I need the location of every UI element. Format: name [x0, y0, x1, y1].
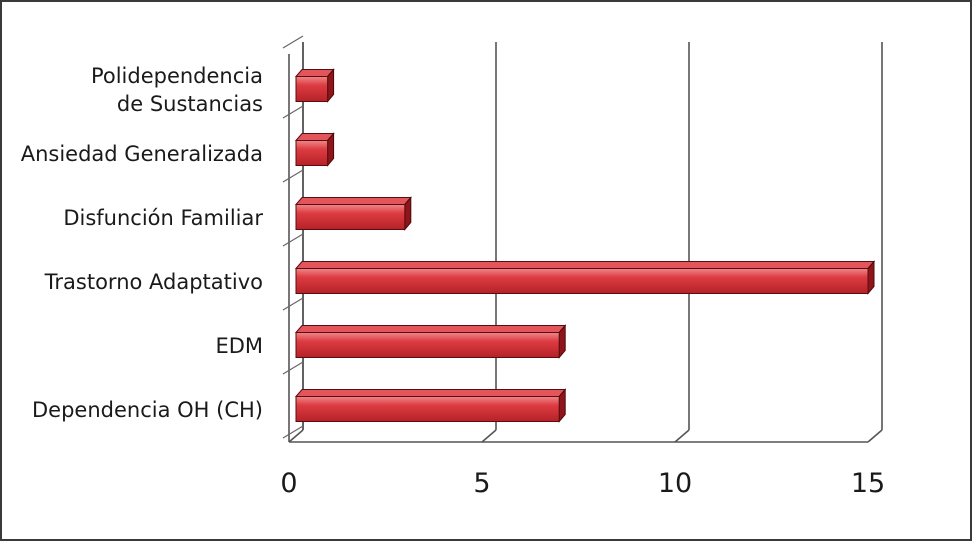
floor-line-0	[288, 429, 304, 443]
bar-4	[294, 260, 876, 295]
bar-front-face	[295, 396, 560, 422]
category-label: Dependencia OH (CH)	[32, 398, 263, 422]
bar-top-face	[294, 389, 567, 397]
category-separator	[282, 425, 304, 439]
bar-front-face	[295, 268, 869, 294]
bar-front-face	[295, 332, 560, 358]
x-tick-label-0: 0	[280, 468, 297, 499]
bar-front-face	[295, 140, 329, 166]
bar-top-face	[294, 197, 412, 205]
bar-1	[294, 68, 335, 103]
bar-2	[294, 132, 335, 167]
category-label: Disfunción Familiar	[63, 206, 263, 230]
category-separator	[282, 233, 304, 247]
bar-3	[294, 196, 412, 231]
category-separator	[282, 361, 304, 375]
floor-line-5	[481, 429, 497, 443]
category-separator	[282, 105, 304, 119]
category-label: Ansiedad Generalizada	[21, 142, 263, 166]
category-separator	[282, 35, 304, 49]
grid-layer	[282, 35, 883, 443]
x-tick-label-15: 15	[851, 468, 885, 499]
category-separator	[282, 169, 304, 183]
bar-top-face	[294, 261, 876, 269]
bar-front-face	[295, 204, 406, 230]
bar-5	[294, 324, 567, 359]
bar-top-face	[294, 325, 567, 333]
x-tick-label-5: 5	[473, 468, 490, 499]
bar-front-face	[295, 76, 329, 102]
category-label: Trastorno Adaptativo	[44, 270, 263, 294]
category-label: Polidependencia de Sustancias	[91, 64, 263, 116]
label-layer: 0 5 10 15 Polidependencia de Sustancias Ansied…	[21, 64, 885, 499]
bar-layer	[294, 68, 876, 423]
category-label: EDM	[215, 334, 263, 358]
x-tick-label-10: 10	[658, 468, 692, 499]
floor-line-10	[674, 429, 690, 443]
category-separator	[282, 297, 304, 311]
bar-6	[294, 388, 567, 423]
floor-line-15	[867, 429, 883, 443]
